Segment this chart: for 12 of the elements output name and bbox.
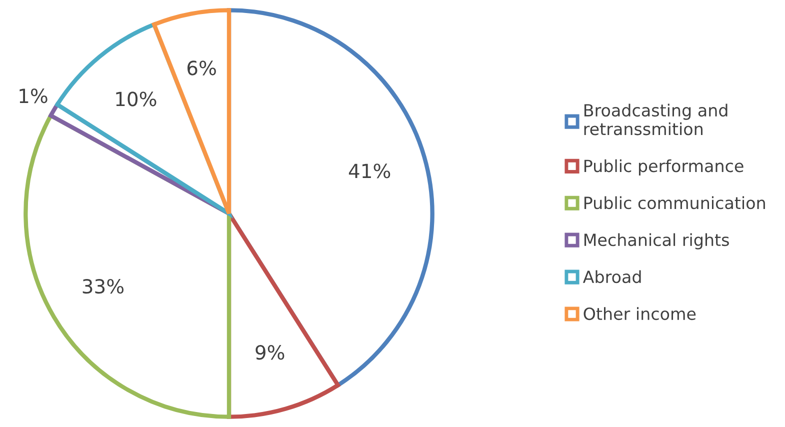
legend-label: Broadcasting and retranssmition (584, 104, 728, 136)
data-label: 41% (348, 164, 390, 178)
data-label: 1% (20, 88, 48, 104)
legend-label: Public performance (584, 159, 744, 176)
legend-label: Public communication (584, 196, 765, 210)
data-label: 6% (188, 60, 216, 76)
legend-label: Other income (584, 307, 696, 320)
legend-label: Mechanical rights (584, 233, 729, 250)
data-label: 9% (256, 345, 284, 360)
data-label: 33% (82, 278, 124, 294)
data-label: 10% (116, 92, 156, 106)
legend-label: Abroad (582, 270, 641, 284)
